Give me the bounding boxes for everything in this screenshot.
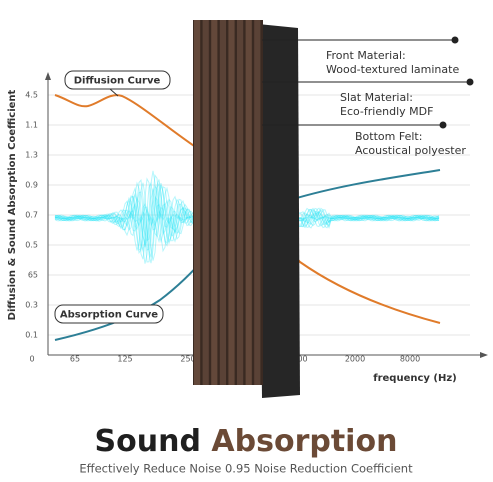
dot xyxy=(439,121,447,129)
callout-text: Diffusion Curve xyxy=(74,76,161,87)
y-label: 0.1 xyxy=(25,331,38,340)
y-axis-label: Diffusion & Sound Absorption Coefficient xyxy=(7,89,18,320)
headline-part: Absorption xyxy=(211,424,397,459)
y-label: 0.7 xyxy=(25,211,38,220)
x-label: 125 xyxy=(117,355,132,364)
material-lines xyxy=(262,39,470,126)
slat xyxy=(245,20,252,385)
felt-panel xyxy=(258,24,300,398)
slat-panel xyxy=(193,20,263,385)
y-label: 1.3 xyxy=(25,151,38,160)
slat xyxy=(211,20,218,385)
material-text: Wood-textured laminate xyxy=(326,63,459,76)
x-label: 250 xyxy=(180,355,195,364)
y-label: 4.5 xyxy=(25,91,38,100)
callout-box xyxy=(64,70,171,90)
x-label: 000 xyxy=(292,355,307,364)
callout-line xyxy=(109,88,119,97)
slat xyxy=(219,20,226,385)
headline: Sound Absorption xyxy=(95,424,398,459)
slat xyxy=(228,20,235,385)
x-axis-label: frequency (Hz) xyxy=(373,373,457,384)
callout-text: Absorption Curve xyxy=(60,310,158,321)
material-text: Acoustical polyester xyxy=(355,144,466,157)
dot xyxy=(451,36,459,44)
x-labels: 0 65 125 250 000 2000 8000 xyxy=(29,355,420,364)
x-arrow xyxy=(480,352,488,358)
material-title: Bottom Felt: xyxy=(355,130,422,143)
subtitle: Effectively Reduce Noise 0.95 Noise Redu… xyxy=(79,462,413,476)
y-label: 0.9 xyxy=(25,181,38,190)
material-title: Slat Material: xyxy=(340,91,413,104)
headline-part: Sound xyxy=(95,424,201,459)
x-label: 8000 xyxy=(400,355,420,364)
x-label: 65 xyxy=(70,355,80,364)
slat xyxy=(254,20,261,385)
y-labels: 4.5 1.1 1.3 0.9 0.7 0.5 65 0.3 0.1 xyxy=(25,91,38,340)
y-label: 65 xyxy=(28,271,38,280)
slat xyxy=(202,20,209,385)
y-label: 0.5 xyxy=(25,241,38,250)
material-text: Eco-friendly MDF xyxy=(340,105,433,118)
slat xyxy=(237,20,244,385)
y-label: 1.1 xyxy=(25,121,38,130)
x-label: 2000 xyxy=(345,355,365,364)
y-label: 0.3 xyxy=(25,301,38,310)
callout-box xyxy=(54,304,164,324)
x-label: 0 xyxy=(29,355,34,364)
diffusion-curve xyxy=(54,94,441,324)
material-title: Front Material: xyxy=(326,49,406,62)
dot xyxy=(466,78,474,86)
slat xyxy=(194,20,201,385)
y-arrow xyxy=(45,72,51,80)
